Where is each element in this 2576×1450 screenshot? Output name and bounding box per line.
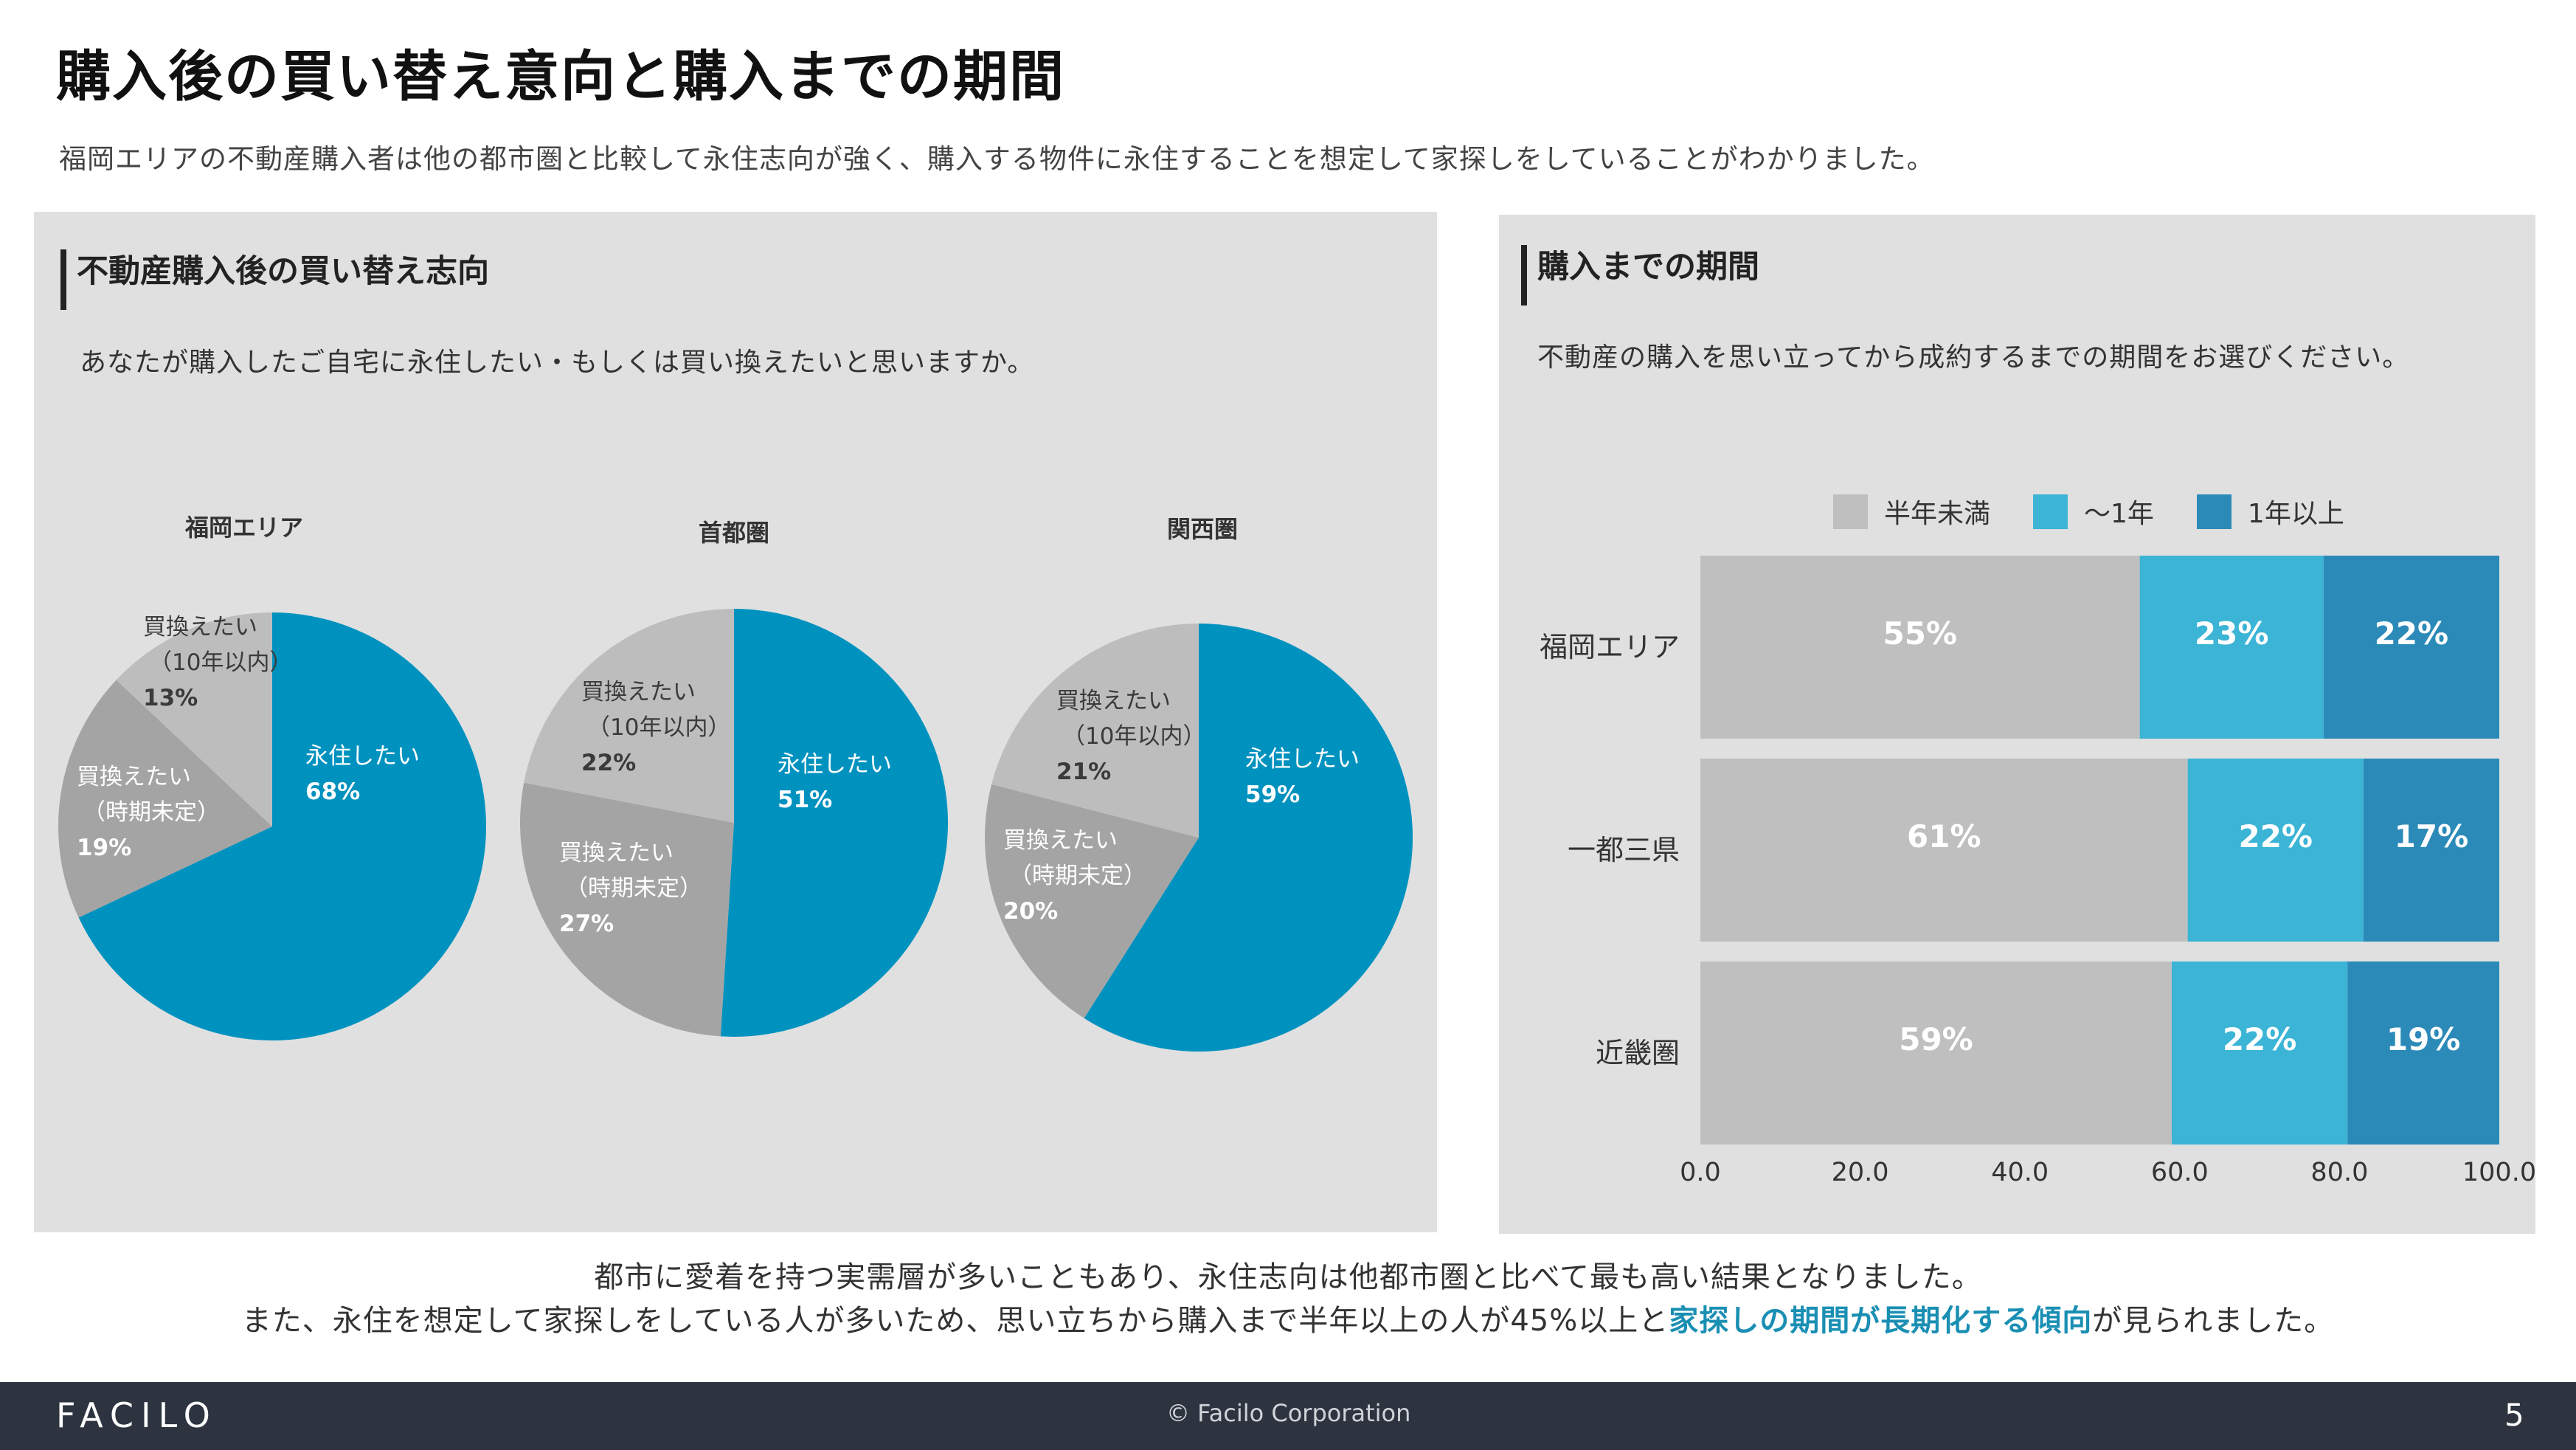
bar-data-label: 22% bbox=[2238, 818, 2313, 855]
bottom-text-highlight: 家探しの期間が長期化する傾向 bbox=[1669, 1304, 2093, 1338]
bar-data-label: 55% bbox=[1883, 615, 1958, 652]
bar-data-label: 59% bbox=[1899, 1021, 1973, 1057]
bar-segment bbox=[2363, 759, 2499, 942]
pie-slice-0 bbox=[720, 609, 949, 1037]
pie-label-fukuoka-mitei: 買換えたい （時期未定） 19% bbox=[77, 764, 220, 861]
legend-swatch bbox=[2196, 494, 2232, 529]
bar-category-label: 一都三県 bbox=[1568, 834, 1680, 866]
pie-slice-2 bbox=[524, 609, 734, 823]
pie-chart-shutoken bbox=[520, 609, 949, 1037]
pie-slice-0 bbox=[1084, 624, 1413, 1052]
right-panel-heading: 購入までの期間 bbox=[1521, 245, 1759, 305]
pie-chart-fukuoka bbox=[58, 612, 487, 1040]
pie-slice-1 bbox=[985, 784, 1199, 1018]
legend-item-hantoshi: 半年未満 bbox=[1833, 492, 1990, 531]
pie-slice-0 bbox=[78, 612, 487, 1040]
pie-slice-1 bbox=[58, 680, 273, 918]
pie-slice-1 bbox=[520, 782, 734, 1037]
pie-label-shutoken-10nen: 買換えたい （10年以内） 22% bbox=[581, 679, 731, 776]
x-tick-label: 20.0 bbox=[1832, 1158, 1889, 1187]
bar-segment bbox=[1700, 962, 2172, 1145]
bar-segment bbox=[1700, 556, 2140, 739]
pie-slice-2 bbox=[991, 624, 1199, 838]
pie-label-fukuoka-eiju: 永住したい 68% bbox=[305, 743, 420, 805]
legend-swatch bbox=[1833, 494, 1868, 529]
bar-data-label: 23% bbox=[2195, 615, 2269, 652]
bar-category-label: 近畿圏 bbox=[1596, 1037, 1680, 1069]
bar-data-label: 22% bbox=[2375, 615, 2449, 652]
bottom-text-line1: 都市に愛着を持つ実需層が多いこともあり、永住志向は他都市圏と比べて最も高い結果と… bbox=[594, 1260, 1982, 1294]
pie-label-shutoken-eiju: 永住したい 51% bbox=[778, 751, 892, 813]
bar-segment bbox=[2323, 556, 2499, 739]
bar-category-label: 福岡エリア bbox=[1540, 631, 1680, 663]
pie-label-fukuoka-10nen: 買換えたい （10年以内） 13% bbox=[143, 614, 293, 711]
pie-label-shutoken-mitei: 買換えたい （時期未定） 27% bbox=[559, 840, 702, 937]
legend-label: ～1年 bbox=[2084, 499, 2154, 529]
legend-swatch bbox=[2033, 494, 2068, 529]
right-panel-question: 不動産の購入を思い立ってから成約するまでの期間をお選びください。 bbox=[1537, 342, 2410, 373]
bar-data-label: 22% bbox=[2223, 1021, 2297, 1057]
left-panel-heading: 不動産購入後の買い替え志向 bbox=[60, 249, 489, 310]
pie-slice-2 bbox=[116, 612, 272, 826]
bar-segment bbox=[2139, 556, 2324, 739]
pie-title-fukuoka: 福岡エリア bbox=[184, 514, 304, 542]
footer-copyright: © Facilo Corporation bbox=[1166, 1399, 1411, 1427]
x-tick-label: 0.0 bbox=[1680, 1158, 1721, 1187]
bar-legend: 半年未満 ～1年 1年以上 bbox=[1833, 491, 2387, 532]
legend-label: 半年未満 bbox=[1884, 499, 1991, 529]
bar-segment bbox=[2171, 962, 2348, 1145]
pie-label-kansai-mitei: 買換えたい （時期未定） 20% bbox=[1003, 827, 1146, 925]
footer-bar: FACILO © Facilo Corporation 5 bbox=[0, 1382, 2576, 1450]
bar-segment bbox=[2187, 759, 2364, 942]
x-tick-label: 60.0 bbox=[2151, 1158, 2209, 1187]
bar-segment bbox=[2347, 962, 2499, 1145]
bar-data-label: 19% bbox=[2386, 1021, 2461, 1057]
pie-label-kansai-10nen: 買換えたい （10年以内） 21% bbox=[1056, 688, 1206, 785]
bar-data-label: 17% bbox=[2395, 818, 2469, 855]
x-tick-label: 40.0 bbox=[1991, 1158, 2049, 1187]
bar-segment bbox=[1700, 759, 2188, 942]
page-subtitle: 福岡エリアの不動産購入者は他の都市圏と比較して永住志向が強く、購入する物件に永住… bbox=[59, 143, 1935, 175]
page-number: 5 bbox=[2504, 1397, 2524, 1433]
pie-chart-kansai bbox=[985, 624, 1413, 1052]
pie-label-kansai-eiju: 永住したい 59% bbox=[1245, 746, 1360, 808]
legend-item-1nen: ～1年 bbox=[2033, 492, 2154, 531]
pie-title-kansai: 関西圏 bbox=[1166, 515, 1239, 543]
bar-data-label: 61% bbox=[1907, 818, 1981, 855]
legend-label: 1年以上 bbox=[2247, 499, 2344, 529]
left-panel-question: あなたが購入したご自宅に永住したい・もしくは買い換えたいと思いますか。 bbox=[80, 348, 1035, 378]
bottom-text-line2: また、永住を想定して家探しをしている人が多いため、思い立ちから購入まで半年以上の… bbox=[0, 1297, 2576, 1339]
legend-item-1nen-ijo: 1年以上 bbox=[2196, 492, 2344, 531]
x-tick-label: 80.0 bbox=[2310, 1158, 2368, 1187]
page-title: 購入後の買い替え意向と購入までの期間 bbox=[56, 45, 1065, 108]
bottom-text-line2-post: が見られました。 bbox=[2092, 1304, 2335, 1338]
bottom-text-line2-pre: また、永住を想定して家探しをしている人が多いため、思い立ちから購入まで半年以上の… bbox=[241, 1304, 1669, 1338]
pie-title-shutoken: 首都圏 bbox=[698, 519, 770, 547]
facilo-logo: FACILO bbox=[56, 1395, 218, 1435]
x-tick-label: 100.0 bbox=[2462, 1158, 2536, 1187]
